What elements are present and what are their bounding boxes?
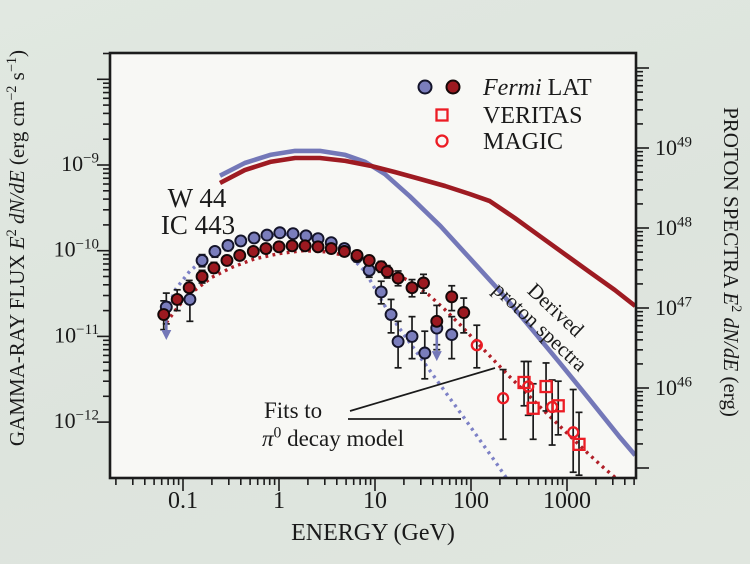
w44-fermi-marker	[260, 228, 274, 242]
w44-fermi-marker	[247, 231, 261, 245]
x-tick-label: 100	[453, 488, 489, 514]
ic443-fermi-marker	[233, 249, 247, 262]
ic443-fermi-marker	[272, 240, 286, 254]
w44-fermi-marker	[221, 239, 235, 252]
x-axis-title: ENERGY (GeV)	[291, 520, 455, 546]
legend-magic-circle	[435, 134, 449, 148]
data-markers	[157, 226, 586, 452]
w44-fermi-marker	[286, 227, 300, 241]
y-right-tick-label: 1049	[655, 135, 692, 160]
x-tick-label: 0.1	[168, 488, 198, 514]
ic443-fermi-marker	[220, 253, 234, 267]
veritas-marker	[526, 401, 540, 415]
w44-fermi-marker	[374, 285, 388, 299]
ic443-fermi-marker	[182, 281, 196, 295]
ic443-fermi-marker	[350, 249, 364, 262]
ic443-fermi-marker	[195, 270, 209, 283]
legend-fermi-red-circle	[445, 79, 461, 95]
y-right-axis-title: PROTON SPECTRA E2 dN/dE (erg)	[719, 107, 744, 417]
ic443-fermi-marker	[324, 242, 338, 255]
legend-label-fermi-lat: Fermi LAT	[482, 75, 592, 101]
w44-fermi-marker	[234, 234, 248, 248]
ic443-fermi-marker	[405, 281, 419, 295]
w44-fermi-marker	[418, 346, 432, 360]
fits-pointer-lines	[348, 367, 496, 420]
y-right-tick-label: 1046	[655, 375, 692, 400]
y-right-tick-label: 1048	[655, 215, 692, 240]
y-left-tick-label: 10−9	[61, 151, 99, 176]
ic443-label: IC 443	[161, 210, 235, 240]
upper-limit-arrowhead	[161, 330, 172, 341]
fits-to-label-line1: Fits to	[264, 398, 322, 423]
ic443-fermi-marker	[285, 239, 299, 253]
w44-fermi-marker	[183, 292, 197, 306]
y-left-axis-title: GAMMA-RAY FLUX E2 dN/dE (erg cm−2 s−1)	[4, 50, 29, 446]
ic443-fermi-marker	[157, 308, 171, 321]
legend-label-veritas: VERITAS	[483, 103, 582, 129]
magic-marker	[496, 392, 510, 405]
y-left-tick-label: 10−10	[54, 236, 99, 261]
x-tick-label: 1000	[543, 488, 591, 514]
ic443-fermi-marker	[445, 290, 459, 304]
w44-fermi-marker	[405, 329, 419, 343]
plot-frame	[108, 51, 638, 480]
fits-pointer-line-upper	[349, 367, 496, 412]
legend-veritas-square	[435, 108, 449, 122]
ic443-fermi-marker	[246, 245, 260, 258]
veritas-marker	[572, 437, 586, 452]
w44-fermi-marker	[195, 253, 209, 267]
ic443-fermi-marker	[391, 271, 405, 285]
w44-fermi-marker	[208, 245, 222, 258]
axis-ticks	[97, 52, 649, 491]
legend-fermi-blue-circle	[417, 79, 433, 95]
magic-marker	[522, 380, 535, 393]
w44-fermi-marker	[273, 226, 287, 240]
ic443-fermi-marker	[337, 245, 351, 258]
legend-label-magic: MAGIC	[483, 129, 563, 155]
magic-marker	[470, 339, 483, 352]
magic-marker	[567, 426, 580, 439]
y-left-tick-label: 10−11	[54, 322, 99, 347]
w44-label: W 44	[168, 183, 227, 213]
ic443-fermi-marker	[170, 292, 184, 306]
ic443-fermi-marker	[259, 242, 273, 255]
veritas-marker	[539, 379, 553, 394]
ic443-fermi-marker	[362, 253, 376, 267]
x-tick-label: 10	[363, 488, 387, 514]
fits-to-label-line2: π0 decay model	[262, 424, 404, 451]
y-left-tick-label: 10−12	[54, 408, 99, 433]
veritas-marker	[551, 399, 565, 413]
ic443-proton-curve	[218, 155, 636, 308]
upper-limit-arrowhead	[431, 351, 442, 362]
w44-fermi-marker	[391, 335, 405, 349]
magic-marker	[545, 400, 559, 414]
w44-fermi-marker	[384, 308, 398, 321]
w44-fermi-marker	[445, 328, 459, 342]
x-tick-label: 1	[273, 488, 285, 514]
ic443-fermi-marker	[380, 265, 394, 279]
ic443-fermi-marker	[430, 314, 444, 328]
ic443-fermi-marker	[457, 306, 471, 319]
ic443-fermi-marker	[207, 261, 221, 275]
ic443-fermi-marker	[311, 240, 325, 254]
ic443-fermi-marker	[417, 276, 430, 290]
w44-proton-curve	[218, 148, 636, 457]
y-right-tick-label: 1047	[655, 295, 692, 320]
ic443-fermi-marker	[298, 239, 312, 253]
